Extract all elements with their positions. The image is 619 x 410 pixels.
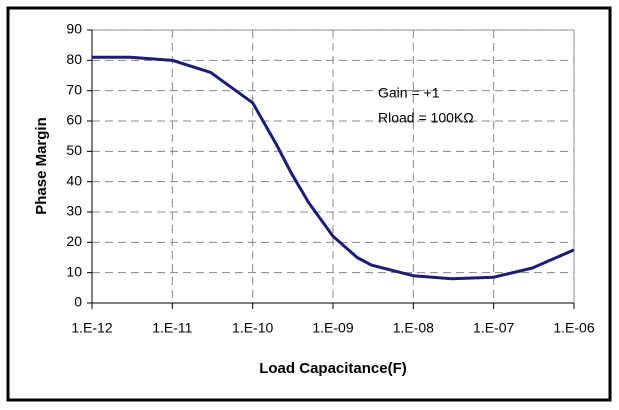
y-tick-label: 60 (66, 112, 82, 128)
x-tick-label: 1.E-11 (152, 320, 192, 336)
x-tick-label: 1.E-12 (71, 320, 112, 336)
annotation: Gain = +1 (378, 85, 440, 101)
y-tick-label: 40 (66, 172, 82, 188)
x-tick-label: 1.E-08 (393, 320, 434, 336)
y-tick-label: 20 (66, 233, 82, 249)
y-tick-label: 70 (66, 81, 82, 97)
x-tick-label: 1.E-07 (473, 320, 514, 336)
x-tick-label: 1.E-06 (553, 320, 594, 336)
y-tick-label: 10 (66, 263, 82, 279)
y-tick-label: 0 (74, 294, 82, 310)
y-tick-label: 30 (66, 203, 82, 219)
y-tick-label: 50 (66, 142, 82, 158)
y-axis-label: Phase Margin (33, 117, 50, 215)
annotation: Rload = 100KΩ (378, 110, 474, 126)
x-axis-label: Load Capacitance(F) (259, 360, 407, 377)
data-line (92, 55, 575, 281)
x-tick-label: 1.E-09 (312, 320, 353, 336)
x-tick-label: 1.E-10 (232, 320, 273, 336)
y-tick-label: 90 (66, 21, 82, 37)
y-tick-label: 80 (66, 51, 82, 67)
